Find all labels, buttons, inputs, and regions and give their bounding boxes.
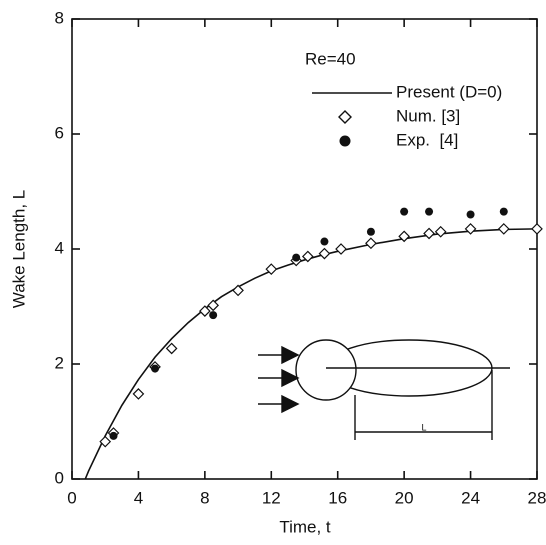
marker — [464, 223, 477, 235]
y-axis-label: Wake Length, L — [9, 190, 28, 308]
x-tick-label: 12 — [262, 488, 281, 507]
x-tick-label: 8 — [200, 488, 209, 507]
marker — [292, 253, 301, 262]
arrow-heads — [281, 345, 300, 414]
marker — [398, 230, 410, 243]
y-tick-label: 4 — [55, 238, 64, 257]
marker — [423, 227, 435, 240]
marker — [132, 388, 145, 400]
marker — [497, 223, 510, 235]
legend-label: Exp. [4] — [396, 130, 458, 149]
marker — [335, 243, 347, 255]
inset-diagram — [258, 339, 510, 440]
marker — [466, 210, 475, 219]
marker — [301, 250, 314, 263]
marker — [232, 284, 244, 297]
legend-label: Present (D=0) — [396, 82, 502, 101]
marker — [400, 207, 409, 216]
y-tick-label: 0 — [55, 468, 64, 487]
marker — [366, 227, 375, 236]
marker — [320, 237, 329, 246]
y-tick-label: 6 — [55, 123, 64, 142]
legend-label: Num. [3] — [396, 106, 460, 125]
legend-title: Re=40 — [305, 49, 356, 68]
cylinder — [295, 339, 357, 401]
marker — [207, 299, 220, 312]
marker — [151, 364, 160, 373]
x-axis-label: Time, t — [279, 517, 331, 536]
y-tick-label: 2 — [55, 353, 64, 372]
marker — [209, 311, 218, 320]
x-tick-label: 28 — [528, 488, 546, 507]
x-tick-label: 0 — [67, 488, 76, 507]
x-tick-label: 4 — [134, 488, 143, 507]
line — [84, 228, 538, 480]
marker — [434, 225, 447, 238]
marker — [531, 223, 543, 235]
marker — [165, 342, 178, 355]
x-tick-label: 24 — [461, 488, 480, 507]
y-tick-label: 8 — [55, 8, 64, 27]
x-tick-label: 20 — [395, 488, 414, 507]
inset-label: L — [421, 422, 426, 432]
marker — [99, 435, 112, 448]
marker — [425, 207, 434, 216]
legend-swatch — [338, 110, 352, 124]
marker — [365, 237, 377, 250]
marker — [109, 431, 118, 440]
legend-swatch — [339, 135, 351, 147]
x-tick-label: 16 — [328, 488, 347, 507]
marker — [499, 207, 508, 216]
marker — [318, 247, 331, 260]
marker — [199, 305, 211, 317]
marker — [265, 263, 278, 275]
